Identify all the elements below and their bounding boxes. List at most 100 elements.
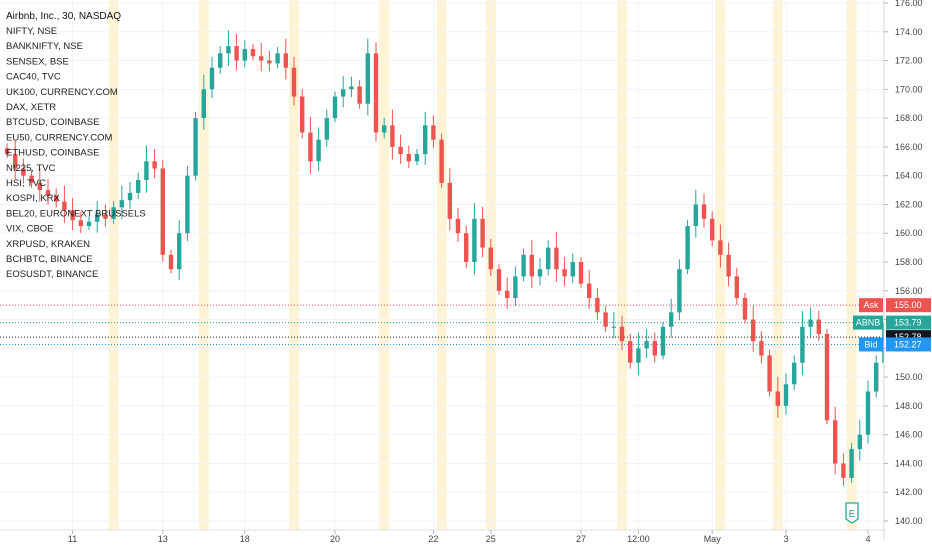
candle bbox=[406, 145, 411, 169]
candle-body bbox=[611, 326, 616, 328]
y-tick-label: 160.00 bbox=[895, 228, 923, 238]
candle-body bbox=[874, 362, 879, 392]
y-tick-label: 148.00 bbox=[895, 401, 923, 411]
compare-symbol[interactable]: SENSEX, BSE bbox=[6, 56, 69, 67]
compare-symbol[interactable]: BEL20, EURONEXT BRUSSELS bbox=[6, 208, 146, 219]
candle bbox=[242, 40, 247, 68]
compare-symbol[interactable]: BTCUSD, COINBASE bbox=[6, 117, 99, 128]
candle-body bbox=[29, 175, 34, 183]
candle bbox=[234, 33, 239, 71]
price-axis[interactable]: 140.00 142.00 144.00 146.00 148.00 150.00 152.… bbox=[853, 0, 932, 540]
candle bbox=[193, 111, 198, 181]
candle bbox=[652, 332, 657, 363]
compare-symbol[interactable]: EOSUSDT, BINANCE bbox=[6, 269, 98, 280]
candle bbox=[595, 288, 600, 321]
candle-body bbox=[431, 125, 436, 140]
candle bbox=[414, 149, 420, 166]
compare-symbol[interactable]: ETHUSD, COINBASE bbox=[6, 148, 99, 159]
candle bbox=[849, 442, 854, 483]
candle bbox=[783, 373, 789, 415]
candle bbox=[628, 333, 633, 369]
compare-symbol[interactable]: BCHBTC, BINANCE bbox=[6, 254, 93, 265]
session-highlight bbox=[108, 0, 119, 530]
time-axis[interactable]: 11 13 18 20 22 25 27 12:00 May 3 4 bbox=[0, 529, 884, 544]
candle-body bbox=[865, 391, 871, 435]
candle-body bbox=[398, 146, 403, 155]
candle-body bbox=[824, 333, 830, 421]
compare-symbol[interactable]: HSI, TVC bbox=[6, 178, 46, 189]
candle-body bbox=[209, 67, 215, 90]
price-lines bbox=[0, 304, 884, 345]
candle bbox=[291, 56, 297, 106]
candle-body bbox=[177, 233, 182, 270]
candle-body bbox=[86, 221, 92, 227]
candle bbox=[431, 115, 436, 148]
candle bbox=[759, 331, 764, 364]
candle-body bbox=[119, 200, 124, 208]
candle bbox=[792, 355, 797, 391]
last-label-background bbox=[853, 315, 883, 330]
earnings-marker[interactable]: E bbox=[845, 502, 859, 524]
compare-symbol[interactable]: NIFTY, NSE bbox=[6, 26, 57, 37]
last-price-tag[interactable]: 153.79 ABNB bbox=[853, 315, 931, 330]
x-tick-label: 3 bbox=[783, 534, 788, 544]
last-price-value: 153.79 bbox=[894, 318, 922, 328]
candle bbox=[537, 258, 543, 286]
candle bbox=[734, 267, 739, 305]
y-tick-label: 174.00 bbox=[895, 27, 923, 37]
candle bbox=[472, 203, 477, 275]
candle bbox=[570, 253, 575, 284]
candle-body bbox=[267, 60, 272, 64]
y-tick-label: 172.00 bbox=[895, 56, 923, 66]
compare-symbol[interactable]: VIX, CBOE bbox=[6, 224, 54, 235]
candle-body bbox=[332, 96, 338, 119]
compare-symbol[interactable]: DAX, XETR bbox=[6, 102, 56, 113]
candle bbox=[611, 312, 616, 339]
compare-symbol[interactable]: NI225, TVC bbox=[6, 163, 56, 174]
y-tick-label: 176.00 bbox=[895, 0, 923, 8]
bid-price-tag[interactable]: 152.27 Bid bbox=[859, 337, 931, 352]
mid-price-value: 152.78 bbox=[894, 332, 922, 342]
candle bbox=[455, 207, 461, 243]
candle-body bbox=[792, 362, 797, 385]
candle-body bbox=[660, 326, 666, 356]
ask-price-value: 155.00 bbox=[894, 300, 922, 310]
candle bbox=[710, 211, 715, 247]
compare-symbol[interactable]: CAC40, TVC bbox=[6, 72, 61, 83]
candle-body bbox=[373, 53, 379, 133]
compare-symbol[interactable]: KOSPI, KRX bbox=[6, 193, 61, 204]
candle-body bbox=[685, 226, 690, 270]
candle-body bbox=[570, 262, 575, 277]
y-tick-label: 158.00 bbox=[895, 257, 923, 267]
x-tick-label: 25 bbox=[486, 534, 496, 544]
session-highlight bbox=[289, 0, 299, 530]
candle bbox=[447, 168, 452, 231]
candle bbox=[324, 109, 329, 147]
candle bbox=[874, 355, 879, 398]
compare-symbol[interactable]: BANKNIFTY, NSE bbox=[6, 41, 83, 52]
candle bbox=[529, 240, 534, 289]
y-tick-label: 142.00 bbox=[895, 487, 923, 497]
y-tick-label: 140.00 bbox=[895, 516, 923, 526]
bid-label-background bbox=[859, 337, 883, 352]
y-tick-label: 156.00 bbox=[895, 286, 923, 296]
ask-price-tag[interactable]: 155.00 Ask bbox=[859, 298, 931, 313]
candle-body bbox=[595, 297, 600, 313]
candle bbox=[480, 206, 485, 258]
compare-symbol[interactable]: XRPUSD, KRAKEN bbox=[6, 239, 90, 250]
candle bbox=[718, 224, 723, 268]
candle bbox=[152, 149, 157, 179]
earnings-icon-glyph: E bbox=[849, 509, 856, 520]
candle bbox=[685, 219, 690, 275]
chart-title[interactable]: Airbnb, Inc., 30, NASDAQ bbox=[6, 11, 121, 22]
compare-symbol[interactable]: EU50, CURRENCY.COM bbox=[6, 132, 113, 143]
candle bbox=[865, 380, 871, 444]
candle-body bbox=[127, 192, 133, 201]
candle-body bbox=[628, 341, 633, 363]
compare-symbol[interactable]: UK100, CURRENCY.COM bbox=[6, 87, 118, 98]
candle-body bbox=[562, 269, 567, 277]
candle bbox=[54, 188, 59, 208]
candle bbox=[726, 242, 731, 287]
